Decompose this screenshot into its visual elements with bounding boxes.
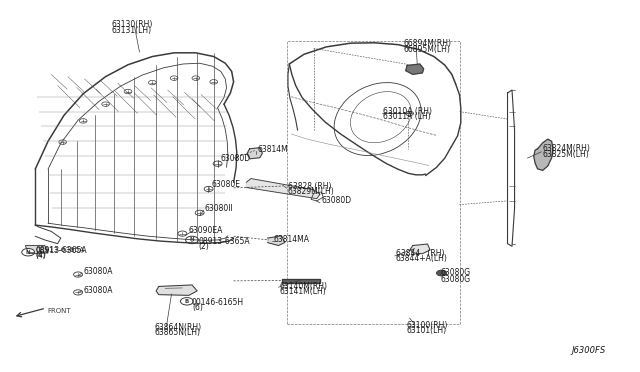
Circle shape	[436, 270, 447, 276]
Text: 63080D: 63080D	[321, 196, 351, 205]
Text: 63080A: 63080A	[83, 267, 113, 276]
Text: 63141M(LH): 63141M(LH)	[280, 287, 326, 296]
Polygon shape	[156, 285, 197, 295]
Text: 63140M(RH): 63140M(RH)	[280, 282, 328, 291]
Circle shape	[186, 236, 198, 244]
Text: 63844   (RH): 63844 (RH)	[396, 249, 444, 258]
Text: 63844+A(LH): 63844+A(LH)	[396, 254, 447, 263]
Circle shape	[22, 248, 35, 256]
Polygon shape	[26, 246, 48, 254]
Polygon shape	[406, 64, 424, 74]
Text: N: N	[26, 250, 31, 255]
Circle shape	[195, 210, 204, 215]
Circle shape	[213, 161, 222, 166]
Text: 63080G: 63080G	[440, 268, 470, 277]
Text: 00146-6165H: 00146-6165H	[192, 298, 244, 307]
Text: 63080E: 63080E	[211, 180, 240, 189]
Text: 63131(LH): 63131(LH)	[112, 26, 152, 35]
Text: 66894M(RH): 66894M(RH)	[403, 39, 451, 48]
Text: 66895M(LH): 66895M(LH)	[403, 45, 450, 54]
Text: N: N	[189, 237, 195, 243]
Text: 63824M(RH): 63824M(RH)	[543, 144, 591, 153]
Text: 08913-6365A: 08913-6365A	[35, 246, 87, 255]
Circle shape	[79, 119, 87, 123]
Text: 63080G: 63080G	[440, 275, 470, 284]
Text: 63090EA: 63090EA	[189, 226, 223, 235]
Circle shape	[192, 76, 200, 80]
Circle shape	[148, 80, 156, 85]
Circle shape	[59, 140, 67, 144]
Circle shape	[124, 89, 132, 94]
Text: 08913-6365A: 08913-6365A	[36, 247, 85, 253]
Text: 63864N(RH): 63864N(RH)	[155, 323, 202, 332]
Text: 63080II: 63080II	[205, 204, 234, 213]
Text: 63829M(LH): 63829M(LH)	[288, 187, 335, 196]
Text: 63101(LH): 63101(LH)	[406, 326, 447, 335]
Text: (2): (2)	[198, 242, 209, 251]
Text: 63130(RH): 63130(RH)	[112, 20, 154, 29]
Polygon shape	[268, 236, 285, 246]
Circle shape	[180, 298, 193, 305]
Polygon shape	[246, 179, 320, 199]
Text: 08913-6365A: 08913-6365A	[198, 237, 250, 246]
Text: 63080D: 63080D	[221, 154, 251, 163]
Circle shape	[210, 80, 218, 84]
Polygon shape	[282, 279, 320, 283]
Text: B: B	[185, 299, 189, 304]
Polygon shape	[534, 139, 553, 170]
Text: FRONT: FRONT	[47, 308, 71, 314]
Text: 63814M: 63814M	[257, 145, 288, 154]
Text: J6300FS: J6300FS	[571, 346, 605, 355]
Text: (4): (4)	[36, 251, 46, 258]
Text: 63100(RH): 63100(RH)	[406, 321, 448, 330]
Circle shape	[204, 186, 213, 192]
Text: 63080A: 63080A	[83, 286, 113, 295]
Text: 63865N(LH): 63865N(LH)	[155, 328, 201, 337]
Polygon shape	[247, 148, 262, 159]
Text: 63814MA: 63814MA	[274, 235, 310, 244]
Circle shape	[102, 102, 109, 106]
Text: 63011A (LH): 63011A (LH)	[383, 112, 431, 121]
Text: (6): (6)	[192, 303, 203, 312]
Circle shape	[74, 272, 83, 277]
Bar	[287, 41, 460, 324]
Circle shape	[170, 76, 178, 80]
Text: 63828 (RH): 63828 (RH)	[288, 182, 332, 191]
Circle shape	[178, 231, 187, 236]
Text: 63825M(LH): 63825M(LH)	[543, 150, 589, 158]
Text: 63010A (RH): 63010A (RH)	[383, 107, 432, 116]
Circle shape	[74, 290, 83, 295]
Text: (4): (4)	[35, 251, 46, 260]
Polygon shape	[410, 244, 430, 254]
